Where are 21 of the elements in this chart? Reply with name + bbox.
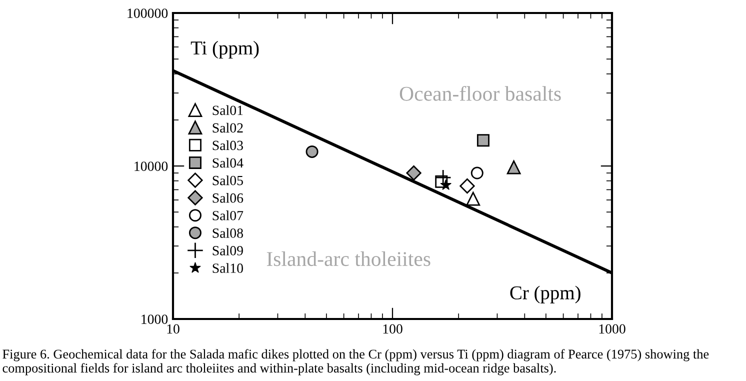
legend-label: Sal01 — [212, 105, 243, 116]
y-tick-label: 100000 — [128, 8, 168, 18]
caption: Figure 6. Geochemical data for the Salada mafic dikes plotted on the Cr (ppm) versus Ti (ppm) diagram of Pearce (1975) showing the compositional fields for island arc tholeiites and within-plate basalts (including mid-ocean ridge basalts). — [2, 349, 709, 376]
legend-label: Sal02 — [212, 122, 243, 133]
legend-label: Sal08 — [212, 228, 243, 238]
legend-label: Sal09 — [212, 246, 243, 256]
legend-label: Sal04 — [212, 158, 244, 168]
legend-label: Sal03 — [212, 140, 243, 150]
legend-label: Sal10 — [212, 263, 243, 273]
annotation: Ocean-floor basalts — [400, 86, 561, 101]
legend-label: Sal05 — [212, 175, 243, 186]
y-axis-title: Ti (ppm) — [190, 40, 259, 59]
x-tick-label: 100 — [383, 324, 402, 334]
y-tick-label: 1000 — [142, 314, 168, 324]
x-axis-title: Cr (ppm) — [510, 286, 580, 304]
annotation: Island-arc tholeiites — [266, 251, 430, 266]
x-tick-label: 1000 — [599, 324, 626, 334]
x-tick-label: 10 — [167, 324, 180, 334]
y-tick-label: 10000 — [134, 162, 168, 171]
legend-label: Sal06 — [212, 192, 244, 203]
legend-label: Sal07 — [212, 210, 244, 220]
